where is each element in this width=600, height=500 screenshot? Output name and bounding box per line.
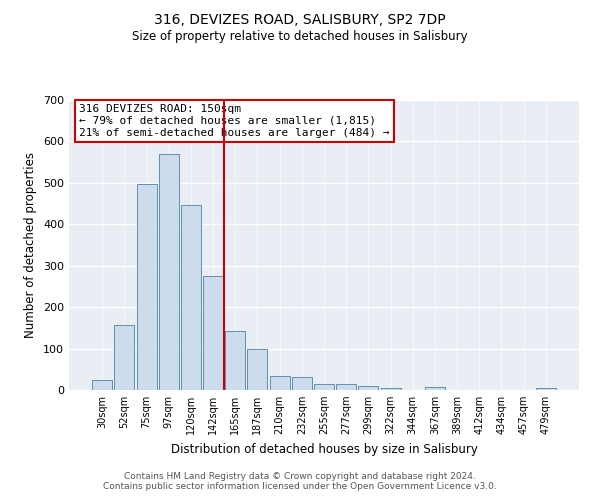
Bar <box>380 388 401 390</box>
Bar <box>92 380 112 390</box>
Bar <box>536 388 556 390</box>
Text: Contains public sector information licensed under the Open Government Licence v3: Contains public sector information licen… <box>103 482 497 491</box>
Text: Size of property relative to detached houses in Salisbury: Size of property relative to detached ho… <box>132 30 468 43</box>
Bar <box>269 376 290 390</box>
Bar <box>225 331 245 390</box>
Text: Contains HM Land Registry data © Crown copyright and database right 2024.: Contains HM Land Registry data © Crown c… <box>124 472 476 481</box>
Bar <box>314 384 334 390</box>
Bar <box>203 276 223 390</box>
Bar <box>336 384 356 390</box>
Bar <box>425 387 445 390</box>
Bar <box>115 325 134 390</box>
X-axis label: Distribution of detached houses by size in Salisbury: Distribution of detached houses by size … <box>170 442 478 456</box>
Bar <box>358 386 379 390</box>
Text: 316 DEVIZES ROAD: 150sqm
← 79% of detached houses are smaller (1,815)
21% of sem: 316 DEVIZES ROAD: 150sqm ← 79% of detach… <box>79 104 390 138</box>
Bar <box>247 349 268 390</box>
Bar <box>292 376 312 390</box>
Text: 316, DEVIZES ROAD, SALISBURY, SP2 7DP: 316, DEVIZES ROAD, SALISBURY, SP2 7DP <box>154 12 446 26</box>
Bar <box>137 184 157 390</box>
Bar <box>159 154 179 390</box>
Bar <box>181 205 201 390</box>
Y-axis label: Number of detached properties: Number of detached properties <box>25 152 37 338</box>
